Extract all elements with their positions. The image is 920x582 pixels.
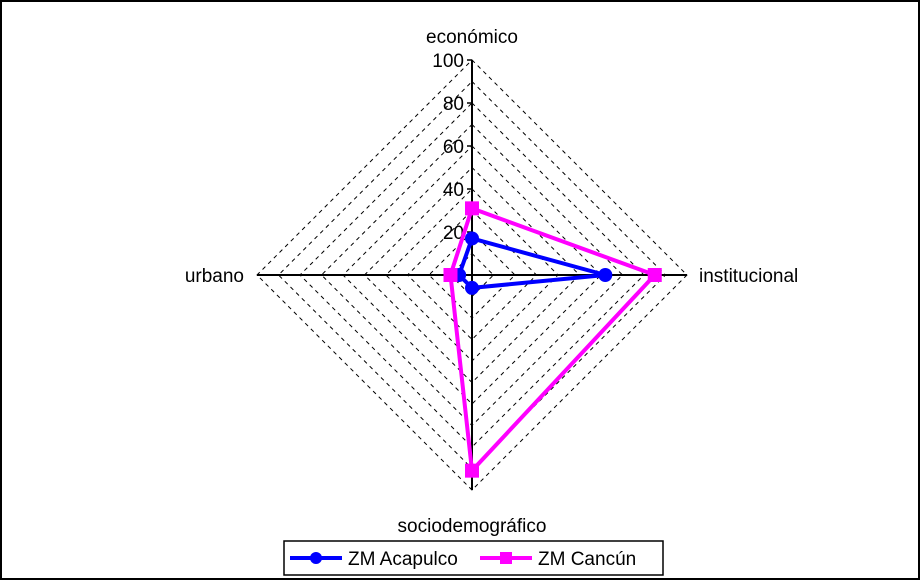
grid-ring-80 [299, 102, 645, 448]
radial-tick-labels: 020406080100 [432, 51, 472, 287]
legend: ZM Acapulco ZM Cancún [283, 540, 664, 576]
data-point-1-3 [443, 268, 458, 282]
data-point-1-0 [465, 201, 479, 216]
tick-label-60: 60 [443, 137, 464, 158]
tick-label-20: 20 [443, 223, 464, 244]
data-point-0-0 [465, 231, 479, 246]
data-point-1-1 [647, 268, 662, 282]
series-layer [443, 201, 662, 478]
data-point-1-2 [465, 463, 479, 478]
legend-box [283, 540, 664, 576]
axis-labels: económico institucional sociodemográfico ur… [185, 27, 798, 537]
axis-label-3: urbano [185, 266, 244, 287]
data-point-0-2 [465, 280, 479, 295]
legend-marker-cancun [500, 552, 512, 564]
grid-ring-60 [342, 145, 602, 405]
axis-label-0: económico [426, 27, 518, 48]
tick-label-40: 40 [443, 180, 464, 201]
data-point-0-1 [598, 268, 613, 282]
legend-marker-acapulco [310, 552, 322, 564]
axis-label-2: sociodemográfico [398, 516, 547, 537]
tick-label-100: 100 [432, 51, 464, 72]
series-line-0 [456, 236, 606, 290]
axis-label-1: institucional [699, 266, 798, 287]
legend-label-cancun: ZM Cancún [538, 549, 636, 570]
grid-ring-30 [406, 209, 538, 341]
legend-label-acapulco: ZM Acapulco [348, 549, 458, 570]
tick-label-80: 80 [443, 94, 464, 115]
